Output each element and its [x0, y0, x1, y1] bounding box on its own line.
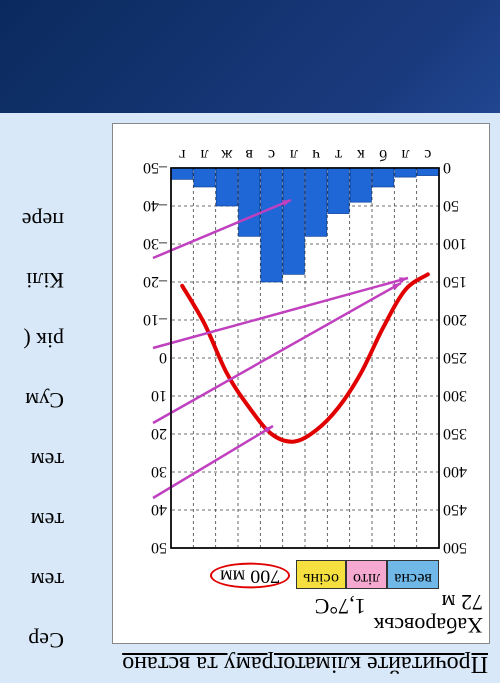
- svg-text:т: т: [335, 146, 342, 163]
- svg-text:0: 0: [443, 159, 451, 176]
- svg-text:50: 50: [151, 539, 167, 556]
- svg-text:40: 40: [151, 501, 167, 518]
- precip-sum-pill: 700 мм: [210, 562, 290, 588]
- side-text: пере: [0, 207, 64, 233]
- svg-text:100: 100: [443, 235, 467, 252]
- side-text: рік (: [0, 327, 64, 353]
- svg-text:ж: ж: [220, 146, 233, 163]
- svg-text:к: к: [357, 146, 365, 163]
- climograph-chart: 050100150200250300350400450500–50–40–30–…: [123, 128, 483, 558]
- city-name: Хабаровськ: [374, 614, 483, 637]
- svg-text:0: 0: [159, 349, 167, 366]
- svg-text:–50: –50: [143, 159, 168, 176]
- climograph-card: Хабаровськ 72 м 1,7°С весна літо осінь 7…: [112, 123, 490, 644]
- svg-text:450: 450: [443, 501, 467, 518]
- season-autumn: осінь: [296, 560, 346, 589]
- svg-text:–10: –10: [143, 311, 168, 328]
- city-altitude: 72 м: [374, 591, 483, 614]
- chart-svg: 050100150200250300350400450500–50–40–30–…: [123, 128, 483, 558]
- svg-text:10: 10: [151, 387, 167, 404]
- svg-text:50: 50: [443, 197, 459, 214]
- season-summer: літо: [346, 560, 387, 589]
- svg-text:20: 20: [151, 425, 167, 442]
- side-text-column: Сер тем тем тем Сум рік ( Кілі пере: [0, 173, 64, 653]
- side-text: Кілі: [0, 267, 64, 293]
- side-text: Сум: [0, 387, 64, 413]
- svg-text:350: 350: [443, 425, 467, 442]
- svg-text:л: л: [200, 146, 208, 163]
- svg-text:в: в: [245, 146, 253, 163]
- svg-text:300: 300: [443, 387, 467, 404]
- side-text: Сер: [0, 627, 64, 653]
- side-text: тем: [0, 567, 64, 593]
- svg-text:б: б: [379, 146, 387, 163]
- page-title: Прочитайте кліматограму та встано: [0, 648, 500, 683]
- svg-text:500: 500: [443, 539, 467, 556]
- season-legend: весна літо осінь 700 мм: [123, 560, 439, 589]
- svg-text:с: с: [268, 146, 275, 163]
- svg-text:–40: –40: [143, 197, 168, 214]
- svg-text:150: 150: [443, 273, 467, 290]
- svg-text:с: с: [424, 146, 431, 163]
- svg-text:200: 200: [443, 311, 467, 328]
- season-spring: весна: [387, 560, 439, 589]
- svg-text:г: г: [178, 146, 185, 163]
- svg-text:–30: –30: [143, 235, 168, 252]
- mean-temperature: 1,7°С: [315, 591, 366, 619]
- svg-text:ч: ч: [312, 146, 320, 163]
- svg-text:л: л: [401, 146, 409, 163]
- side-text: тем: [0, 447, 64, 473]
- svg-text:л: л: [290, 146, 298, 163]
- svg-text:30: 30: [151, 463, 167, 480]
- svg-text:400: 400: [443, 463, 467, 480]
- svg-text:–20: –20: [143, 273, 168, 290]
- side-text: тем: [0, 507, 64, 533]
- svg-text:250: 250: [443, 349, 467, 366]
